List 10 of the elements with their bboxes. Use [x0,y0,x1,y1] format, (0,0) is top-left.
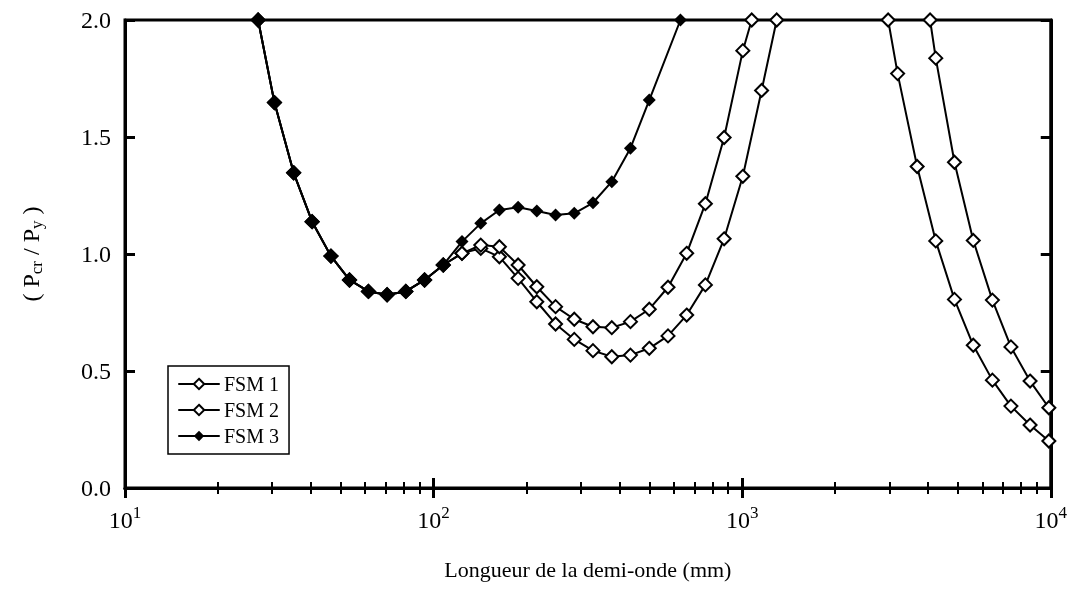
y-axis-title: ( Pcr / Py ) [17,206,46,302]
x-axis-title: Longueur de la demi-onde (mm) [444,556,732,582]
y-tick-label: 0.5 [81,358,111,384]
legend-label: FSM 3 [224,425,280,447]
legend-label: FSM 2 [224,399,280,421]
y-tick-label: 1.0 [81,241,111,267]
y-tick-label: 2.0 [81,7,111,33]
y-tick-label: 0.0 [81,475,111,501]
legend-label: FSM 1 [224,373,280,395]
y-tick-label: 1.5 [81,124,111,150]
